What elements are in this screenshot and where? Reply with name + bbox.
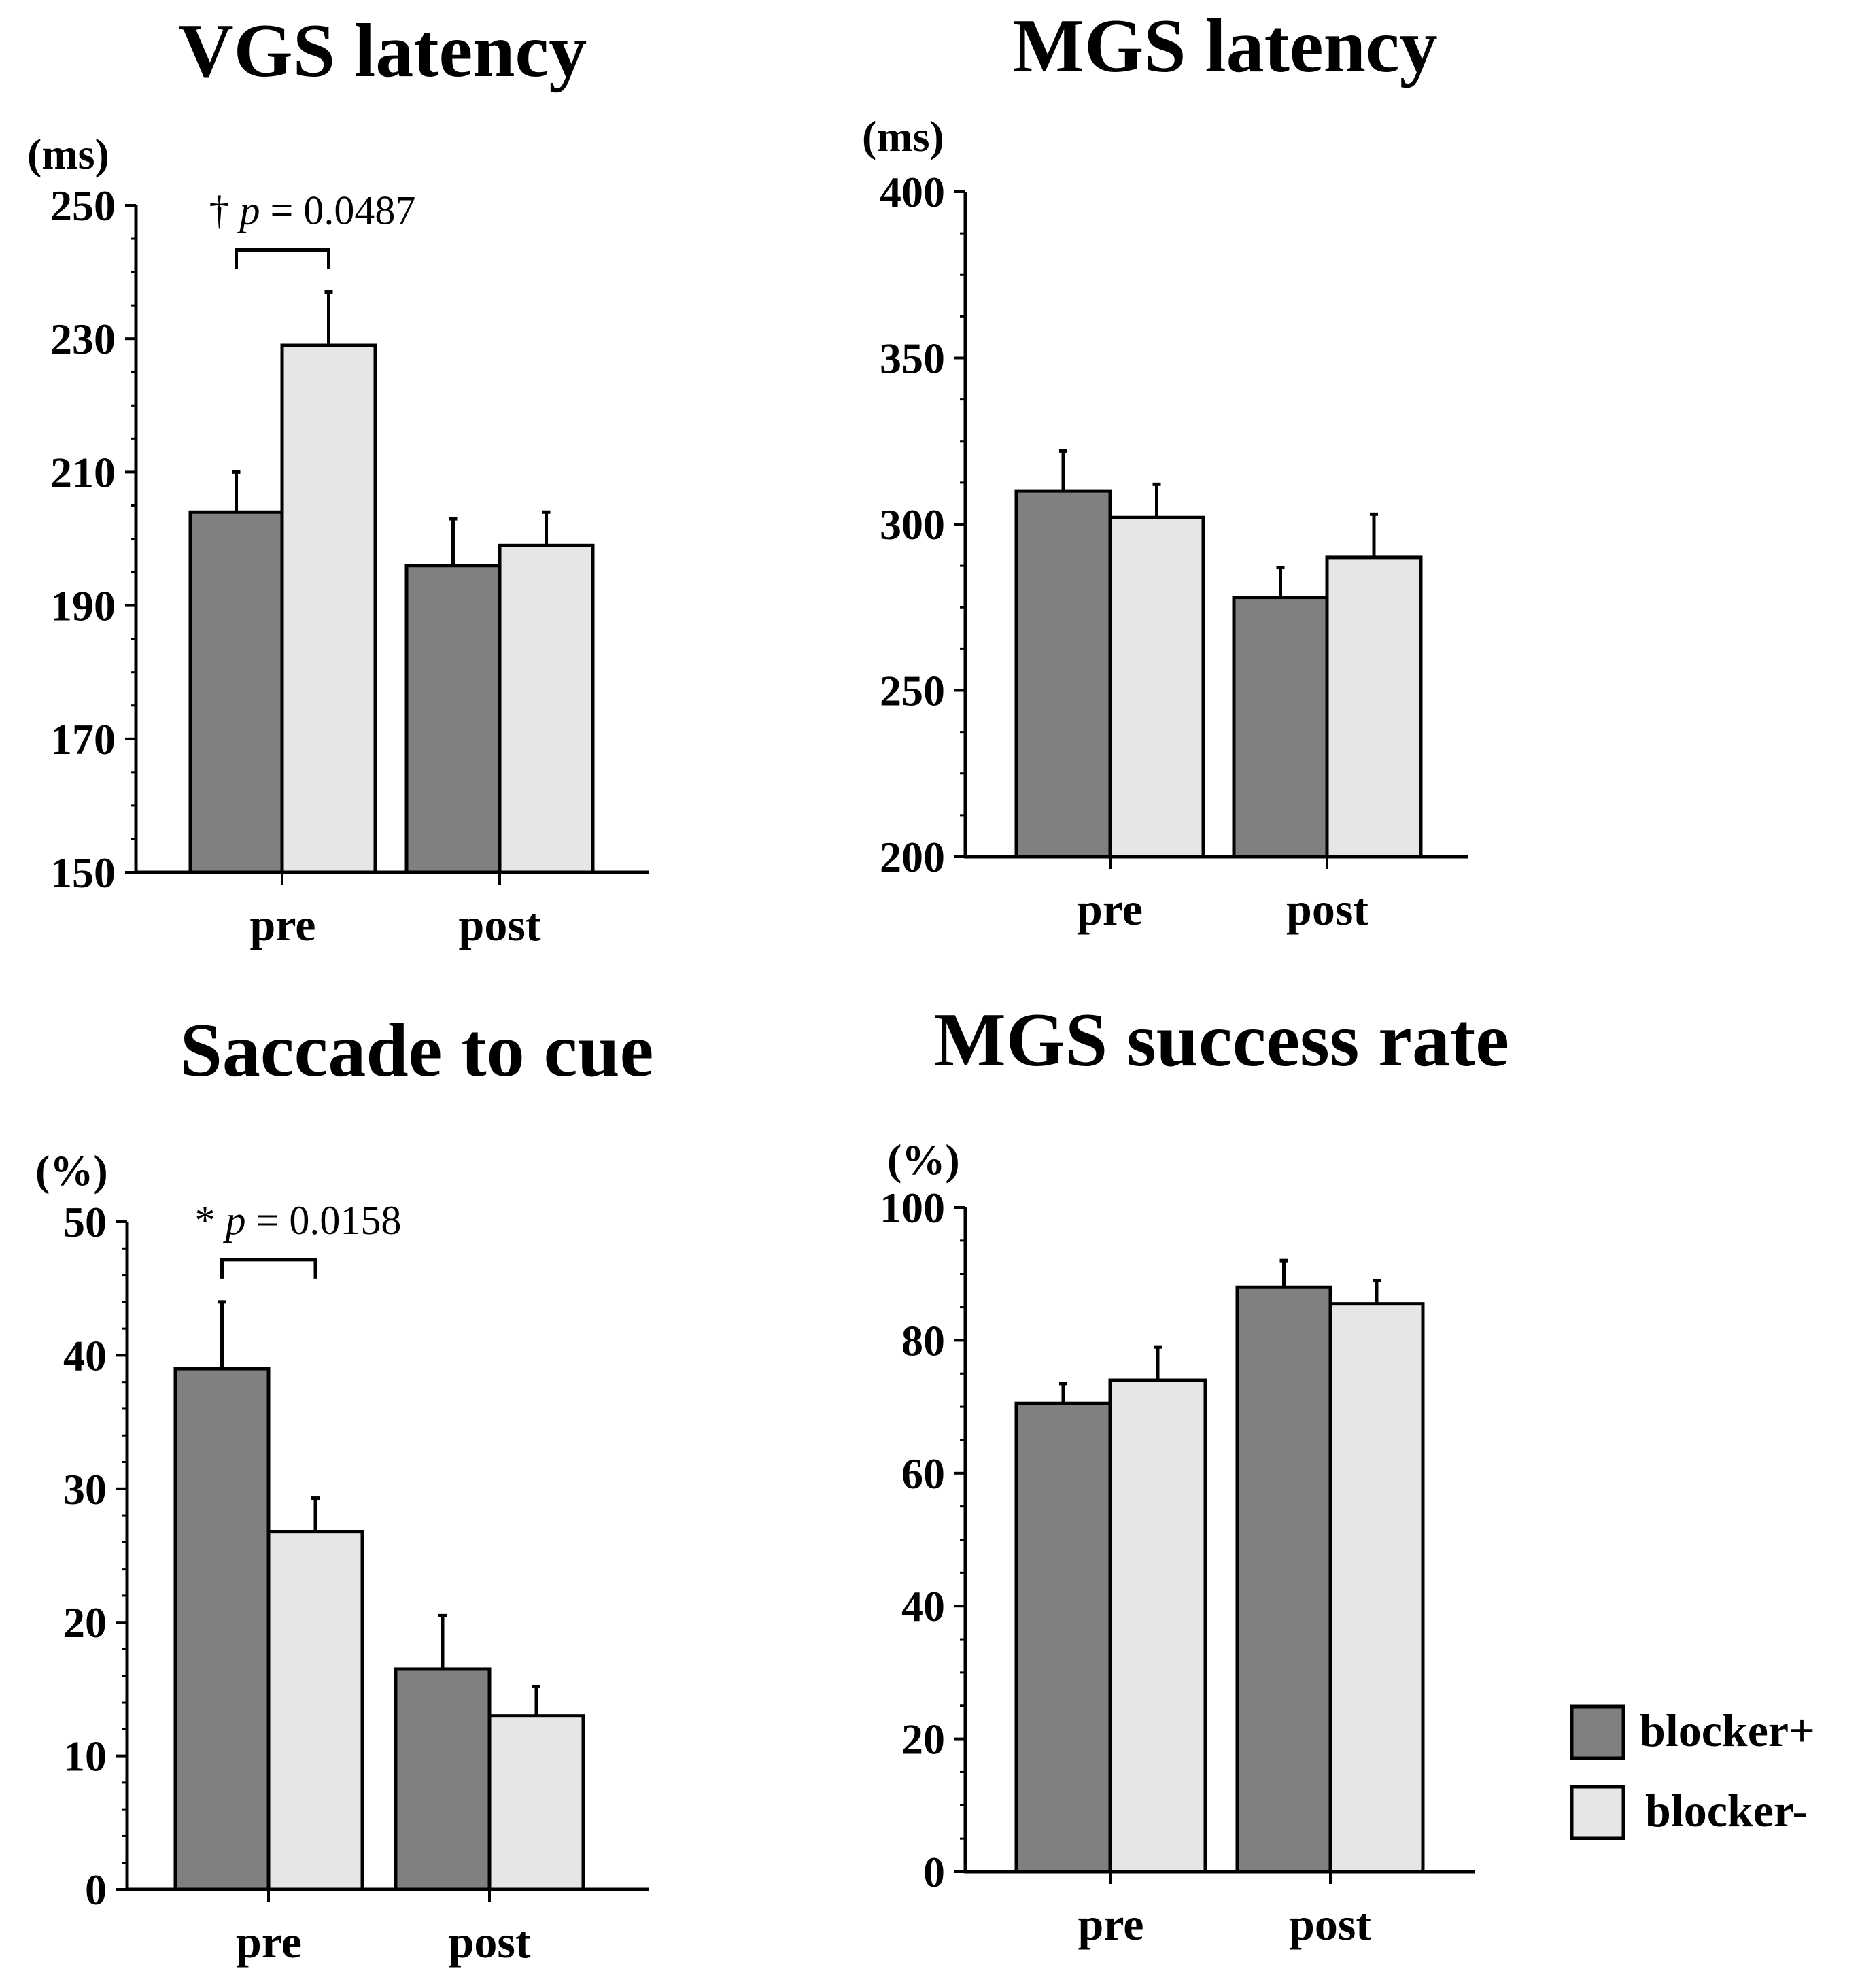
y-tick-label: 400 bbox=[880, 168, 945, 216]
significance-label: † p = 0.0487 bbox=[209, 188, 416, 233]
chart-panel-3: Saccade to cue (%) 0 10 20 30 40 50 pre post * p =… bbox=[35, 1008, 653, 1968]
bar-pre-blocker-plus bbox=[173, 1367, 271, 1891]
significance-marker: * bbox=[195, 1198, 226, 1243]
legend-swatch-blocker-minus bbox=[1570, 1785, 1625, 1840]
x-category-label: pre bbox=[250, 899, 316, 950]
y-tick-label: 80 bbox=[901, 1316, 945, 1365]
y-axis-unit-label: (%) bbox=[35, 1146, 108, 1195]
y-tick-label: 170 bbox=[50, 715, 116, 764]
x-category-label: pre bbox=[1077, 883, 1143, 935]
chart-title: VGS latency bbox=[179, 9, 587, 93]
bar-pre-blocker-plus bbox=[188, 510, 284, 874]
chart-title: Saccade to cue bbox=[180, 1008, 654, 1093]
x-category-label: pre bbox=[236, 1916, 302, 1968]
p-symbol: p bbox=[237, 188, 260, 233]
chart-panel-4: MGS success rate (%) 0 20 40 60 80 100 pre post bbox=[880, 998, 1509, 1950]
significance-bracket bbox=[235, 248, 330, 269]
bar-post-blocker-minus bbox=[487, 1714, 585, 1891]
bar-post-blocker-minus bbox=[498, 543, 595, 874]
chart-panel-2: MGS latency (ms) 200 250 300 350 400 pre post bbox=[862, 4, 1468, 935]
legend-swatch-blocker-plus bbox=[1570, 1704, 1625, 1760]
bar-post-blocker-plus bbox=[1232, 596, 1329, 859]
bar-pre-blocker-minus bbox=[266, 1530, 364, 1891]
chart-title: MGS success rate bbox=[934, 998, 1509, 1082]
y-tick-label: 210 bbox=[50, 448, 116, 496]
y-tick-label: 200 bbox=[880, 833, 945, 881]
x-category-label: post bbox=[459, 899, 541, 950]
y-tick-label: 20 bbox=[63, 1598, 107, 1647]
bar-post-blocker-plus bbox=[404, 564, 502, 874]
x-category-label: post bbox=[1286, 883, 1368, 935]
legend-label-blocker-plus: blocker+ bbox=[1640, 1704, 1815, 1756]
y-tick-label: 350 bbox=[880, 335, 945, 383]
chart-panel-1: VGS latency (ms) 150 170 190 210 230 250 pre post… bbox=[27, 9, 649, 950]
y-tick-label: 10 bbox=[63, 1732, 107, 1781]
y-tick-label: 230 bbox=[50, 315, 116, 363]
y-tick-label: 100 bbox=[880, 1184, 945, 1232]
charts-group: VGS latency (ms) 150 170 190 210 230 250 pre post… bbox=[27, 4, 1509, 1968]
bar-post-blocker-plus bbox=[394, 1667, 492, 1891]
p-symbol: p bbox=[223, 1198, 246, 1243]
significance-marker: † bbox=[209, 188, 240, 233]
y-tick-label: 250 bbox=[50, 182, 116, 230]
y-tick-label: 40 bbox=[63, 1331, 107, 1379]
y-tick-label: 0 bbox=[85, 1866, 107, 1914]
chart-title: MGS latency bbox=[1012, 4, 1437, 88]
bar-pre-blocker-minus bbox=[1108, 1378, 1207, 1874]
x-category-label: post bbox=[1289, 1898, 1371, 1950]
y-tick-label: 300 bbox=[880, 500, 945, 549]
bar-pre-blocker-plus bbox=[1014, 1401, 1112, 1874]
y-axis-unit-label: (%) bbox=[887, 1135, 960, 1184]
y-tick-label: 60 bbox=[901, 1450, 945, 1498]
legend: blocker+ blocker- bbox=[1570, 1704, 1815, 1840]
significance-label: * p = 0.0158 bbox=[195, 1198, 402, 1243]
y-tick-label: 20 bbox=[901, 1715, 945, 1764]
bar-pre-blocker-plus bbox=[1014, 489, 1112, 859]
y-tick-label: 50 bbox=[63, 1198, 107, 1246]
y-axis-unit-label: (ms) bbox=[27, 130, 109, 178]
y-axis-unit-label: (ms) bbox=[862, 112, 944, 160]
significance-bracket bbox=[220, 1258, 317, 1279]
y-tick-label: 0 bbox=[923, 1848, 945, 1896]
bar-post-blocker-plus bbox=[1235, 1285, 1332, 1874]
x-category-label: post bbox=[449, 1916, 531, 1968]
x-category-label: pre bbox=[1078, 1898, 1144, 1950]
bar-pre-blocker-minus bbox=[280, 343, 377, 874]
y-tick-label: 40 bbox=[901, 1582, 945, 1630]
y-tick-label: 190 bbox=[50, 582, 116, 630]
bar-post-blocker-minus bbox=[1325, 555, 1423, 859]
bar-pre-blocker-minus bbox=[1108, 515, 1205, 859]
p-value: = 0.0158 bbox=[246, 1198, 402, 1243]
y-tick-label: 250 bbox=[880, 667, 945, 715]
bar-post-blocker-minus bbox=[1328, 1302, 1425, 1874]
p-value: = 0.0487 bbox=[260, 188, 416, 233]
y-tick-label: 30 bbox=[63, 1465, 107, 1513]
y-tick-label: 150 bbox=[50, 849, 116, 897]
legend-label-blocker-minus: blocker- bbox=[1645, 1785, 1808, 1836]
